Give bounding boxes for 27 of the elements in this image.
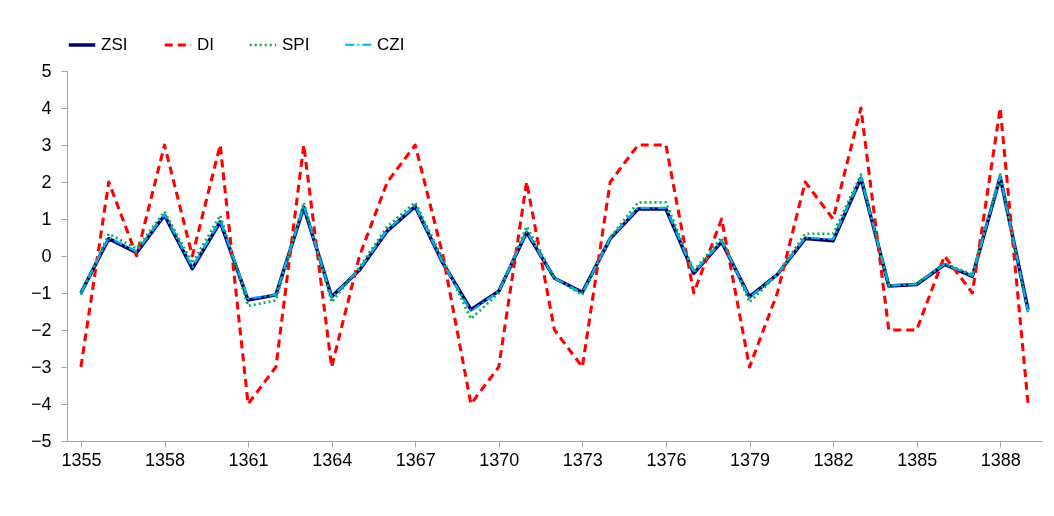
- legend-label: ZSI: [101, 35, 128, 54]
- y-tick-label: −5: [30, 430, 52, 451]
- x-tick-label: 1364: [312, 449, 353, 470]
- x-tick-label: 1376: [646, 449, 687, 470]
- y-tick-label: −4: [30, 393, 52, 414]
- x-tick-label: 1373: [562, 449, 603, 470]
- legend-label: CZI: [377, 34, 405, 54]
- x-tick-label: 1382: [813, 449, 854, 470]
- x-tick-label: 1367: [395, 449, 436, 470]
- x-tick-label: 1358: [144, 449, 186, 470]
- legend-label: DI: [197, 35, 214, 54]
- x-tick-label: 1385: [897, 449, 938, 470]
- x-tick-label: 1388: [980, 449, 1021, 470]
- y-tick-label: 2: [41, 171, 52, 192]
- x-tick-label: 1370: [479, 449, 520, 470]
- x-tick-label: 1361: [228, 449, 269, 470]
- y-tick-label: 5: [41, 60, 52, 81]
- y-tick-label: −1: [30, 282, 52, 303]
- y-tick-label: −2: [30, 319, 52, 340]
- x-tick-label: 1379: [729, 449, 771, 470]
- y-tick-label: 4: [41, 97, 52, 118]
- y-tick-label: −3: [30, 356, 52, 377]
- x-tick-label: 1355: [61, 449, 102, 470]
- legend-label: SPI: [282, 35, 310, 54]
- y-tick-label: 0: [41, 245, 52, 266]
- y-tick-label: 1: [41, 208, 52, 229]
- y-tick-label: 3: [41, 134, 52, 155]
